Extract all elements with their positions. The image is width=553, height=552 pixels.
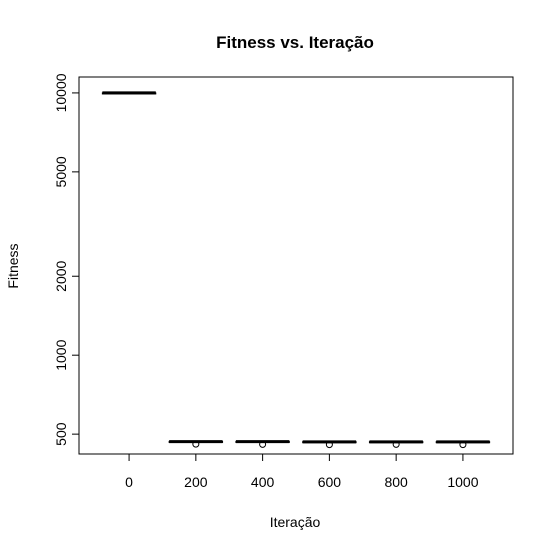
chart-title: Fitness vs. Iteração <box>216 33 374 52</box>
x-tick-label: 600 <box>318 474 342 490</box>
x-tick-label: 400 <box>251 474 275 490</box>
y-tick-label: 1000 <box>53 339 69 370</box>
box-outlier <box>459 441 467 449</box>
y-tick-label: 500 <box>53 422 69 446</box>
x-tick-label: 1000 <box>447 474 478 490</box>
chart-marks: 500 1000 2000 5000 10000 0 200 400 600 800 1000 <box>53 73 491 490</box>
box-outlier <box>325 441 333 449</box>
box-outlier <box>392 440 400 448</box>
y-tick-label: 10000 <box>53 73 69 112</box>
box-outlier <box>259 440 267 448</box>
y-axis-label: Fitness <box>5 243 21 288</box>
y-tick-label: 5000 <box>53 156 69 187</box>
box-outlier <box>192 440 200 448</box>
y-tick-label: 2000 <box>53 260 69 291</box>
x-tick-label: 200 <box>184 474 208 490</box>
x-axis-label: Iteração <box>270 514 321 530</box>
x-tick-label: 800 <box>384 474 408 490</box>
x-tick-label: 0 <box>125 474 133 490</box>
